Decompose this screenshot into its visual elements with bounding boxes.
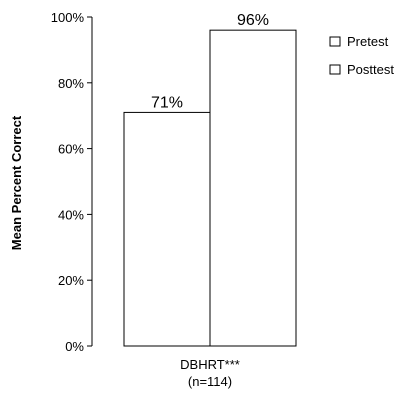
- bar-posttest: [209, 29, 297, 347]
- bars: 71% 96%: [123, 12, 297, 347]
- legend-label-posttest: Posttest: [347, 62, 394, 77]
- legend: Pretest Posttest: [329, 34, 394, 77]
- y-tick-label: 100%: [51, 10, 85, 25]
- legend-marker-posttest: [329, 64, 341, 75]
- y-tick-label: 60%: [58, 142, 84, 157]
- y-tick-label: 20%: [58, 273, 84, 288]
- y-tick-label: 0%: [65, 339, 84, 354]
- y-tick-label: 80%: [58, 76, 84, 91]
- category-labels: DBHRT*** (n=114): [180, 357, 240, 389]
- legend-marker-pretest: [329, 36, 341, 47]
- y-axis-ticks: 0% 20% 40% 60% 80% 100%: [51, 10, 92, 354]
- data-label-posttest: 96%: [237, 12, 269, 29]
- y-axis-label: Mean Percent Correct: [9, 115, 24, 250]
- data-label-pretest: 71%: [151, 94, 183, 111]
- bar-pretest: [123, 111, 211, 347]
- category-sublabel: (n=114): [188, 374, 232, 389]
- category-label: DBHRT***: [180, 357, 240, 372]
- legend-label-pretest: Pretest: [347, 34, 389, 49]
- y-tick-label: 40%: [58, 207, 84, 222]
